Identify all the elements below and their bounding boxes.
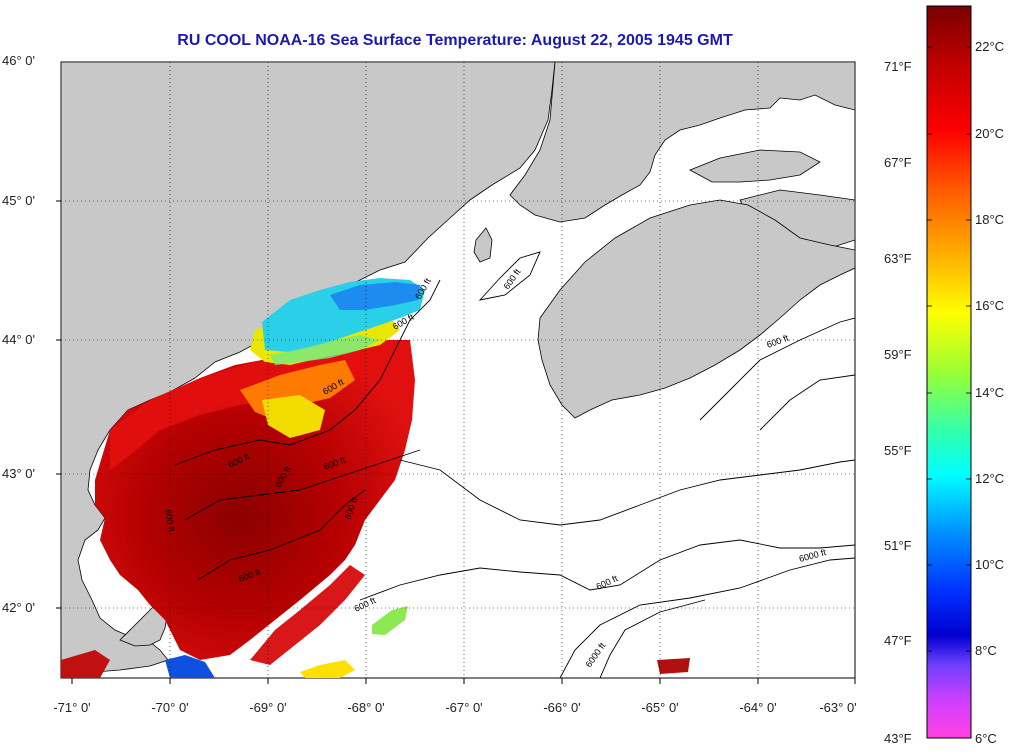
land-nova-scotia bbox=[537, 199, 855, 419]
lon-label: -63° 0' bbox=[819, 700, 857, 715]
contour-600-lower bbox=[359, 539, 855, 601]
sst-east-patch bbox=[657, 658, 690, 674]
sst-cape-red bbox=[61, 650, 110, 678]
colorbar-c-label: 6°C bbox=[975, 731, 997, 746]
lon-label: -70° 0' bbox=[151, 700, 189, 715]
contour-600-east bbox=[399, 459, 855, 526]
colorbar-f-label: 63°F bbox=[884, 251, 912, 266]
colorbar-f-label: 47°F bbox=[884, 633, 912, 648]
lon-label: -68° 0' bbox=[347, 700, 385, 715]
colorbar-c-label: 12°C bbox=[975, 471, 1005, 486]
colorbar-f-label: 43°F bbox=[884, 731, 912, 746]
contour-label: 600 ft bbox=[163, 509, 177, 533]
lon-label: -66° 0' bbox=[543, 700, 581, 715]
colorbar-f-label: 51°F bbox=[884, 538, 912, 553]
bathymetry-contours bbox=[174, 251, 855, 678]
land-cape-breton bbox=[689, 149, 821, 183]
colorbar bbox=[926, 5, 972, 739]
lon-label: -65° 0' bbox=[641, 700, 679, 715]
graticule bbox=[61, 62, 855, 678]
sst-south-streak bbox=[250, 565, 365, 665]
colorbar-c-label: 16°C bbox=[975, 298, 1005, 313]
sst-green-band bbox=[270, 335, 380, 365]
contour-600-south bbox=[197, 489, 366, 581]
lon-label: -67° 0' bbox=[445, 700, 483, 715]
contour-6000-b bbox=[599, 599, 706, 678]
sst-south-yellow bbox=[300, 660, 355, 678]
contour-600-bank bbox=[478, 251, 541, 301]
colorbar-c-label: 20°C bbox=[975, 126, 1005, 141]
contour-600-gulf bbox=[174, 279, 441, 466]
colorbar-c-label: 10°C bbox=[975, 557, 1005, 572]
colorbar-c-label: 22°C bbox=[975, 39, 1005, 54]
colorbar-f-label: 55°F bbox=[884, 443, 912, 458]
colorbar-c-label: 18°C bbox=[975, 212, 1005, 227]
contour-600-inner bbox=[184, 449, 421, 521]
lon-label: -69° 0' bbox=[249, 700, 287, 715]
land-new-brunswick bbox=[509, 62, 855, 223]
colorbar-f-label: 67°F bbox=[884, 155, 912, 170]
lon-label: -64° 0' bbox=[739, 700, 777, 715]
sst-yellow-patch bbox=[262, 395, 325, 438]
lat-label: 44° 0' bbox=[2, 332, 35, 347]
contour-600-ns2 bbox=[759, 374, 855, 431]
lat-label: 45° 0' bbox=[2, 193, 35, 208]
contour-6000-a bbox=[559, 557, 855, 678]
map-title: RU COOL NOAA-16 Sea Surface Temperature:… bbox=[177, 32, 733, 49]
sst-cape-blue bbox=[165, 655, 215, 678]
contour-600-ns bbox=[699, 317, 855, 421]
colorbar-c-label: 14°C bbox=[975, 385, 1005, 400]
colorbar-ticks bbox=[927, 46, 971, 652]
sst-green-spot bbox=[372, 606, 408, 635]
axis-ticks bbox=[56, 200, 856, 684]
colorbar-c-label: 8°C bbox=[975, 643, 997, 658]
colorbar-f-label: 59°F bbox=[884, 347, 912, 362]
sst-blue-patch bbox=[330, 282, 420, 310]
colorbar-f-label: 71°F bbox=[884, 59, 912, 74]
lat-label: 42° 0' bbox=[2, 600, 35, 615]
lat-label: 46° 0' bbox=[2, 53, 35, 68]
land-grand-manan bbox=[473, 227, 493, 263]
lat-label: 43° 0' bbox=[2, 466, 35, 481]
lon-label: -71° 0' bbox=[53, 700, 91, 715]
